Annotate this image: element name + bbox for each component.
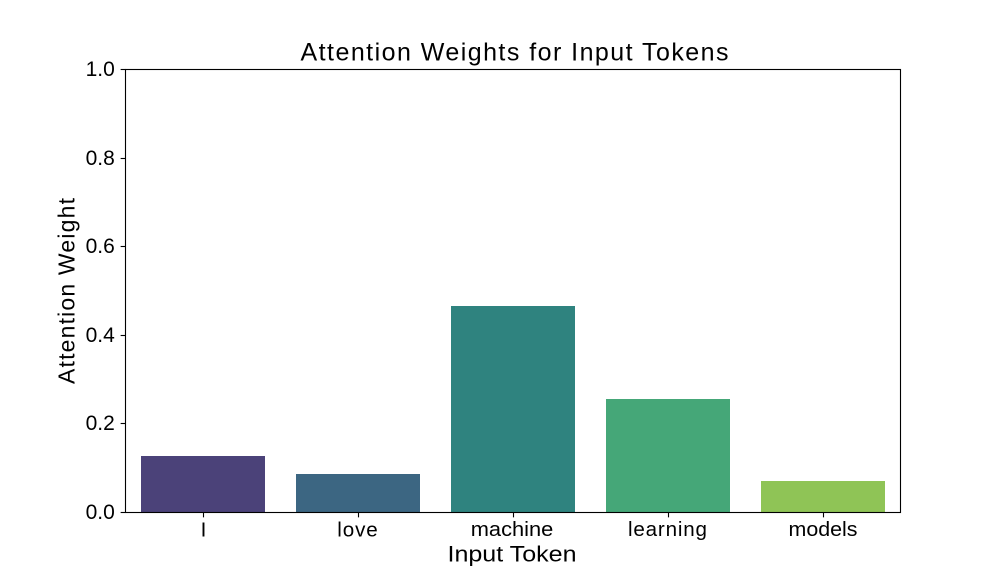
svg-text:Attention Weights for Input To: Attention Weights for Input Tokens	[301, 39, 729, 67]
svg-text:1.0: 1.0	[86, 58, 115, 81]
svg-text:0.2: 0.2	[86, 412, 115, 435]
svg-text:0.0: 0.0	[86, 501, 115, 524]
svg-text:I: I	[201, 518, 207, 541]
svg-text:learning: learning	[628, 518, 707, 541]
svg-text:0.8: 0.8	[86, 147, 115, 170]
svg-text:Input Token: Input Token	[448, 542, 577, 567]
svg-text:Attention Weight: Attention Weight	[54, 197, 80, 384]
svg-text:models: models	[789, 518, 858, 541]
svg-text:0.4: 0.4	[86, 324, 116, 347]
svg-text:love: love	[337, 518, 378, 541]
svg-text:0.6: 0.6	[86, 235, 115, 258]
svg-text:machine: machine	[471, 518, 554, 541]
